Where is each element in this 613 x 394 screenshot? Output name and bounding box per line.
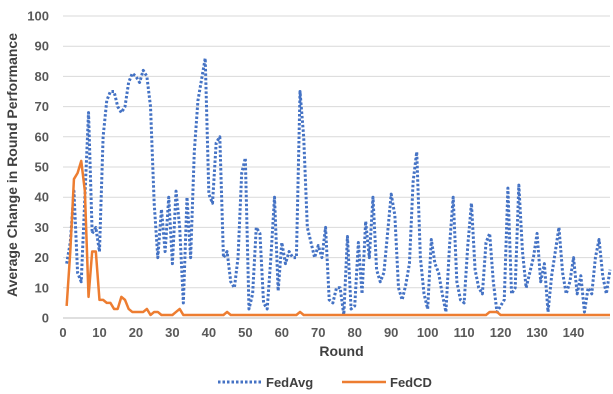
x-tick-label: 20: [129, 325, 143, 340]
y-tick-label: 70: [35, 99, 49, 114]
legend-label-fedcd: FedCD: [390, 375, 432, 390]
x-tick-label: 140: [563, 325, 585, 340]
x-tick-label: 50: [238, 325, 252, 340]
x-tick-label: 0: [59, 325, 66, 340]
x-tick-label: 130: [526, 325, 548, 340]
x-tick-label: 40: [202, 325, 216, 340]
x-axis-ticks: 0 10 20 30 40 50 60 70 80 90 100 110 120 130 140: [59, 325, 584, 340]
x-tick-label: 10: [92, 325, 106, 340]
x-axis-label: Round: [319, 343, 363, 359]
y-axis-ticks: 0 10 20 30 40 50 60 70 80 90 100: [27, 9, 49, 326]
x-tick-label: 90: [384, 325, 398, 340]
series-line-fedavg: [65, 56, 612, 317]
gridlines: [63, 15, 610, 289]
series-line-fedcd: [65, 159, 610, 317]
x-tick-label: 80: [347, 325, 361, 340]
x-tick-label: 60: [275, 325, 289, 340]
y-tick-label: 30: [35, 220, 49, 235]
y-tick-label: 40: [35, 190, 49, 205]
y-tick-label: 90: [35, 39, 49, 54]
x-tick-label: 30: [165, 325, 179, 340]
series-lines: [65, 56, 612, 317]
legend-label-fedavg: FedAvg: [266, 375, 313, 390]
x-tick-label: 70: [311, 325, 325, 340]
legend: FedAvg FedCD: [218, 375, 432, 390]
y-tick-label: 80: [35, 69, 49, 84]
y-tick-label: 10: [35, 280, 49, 295]
x-tick-label: 100: [417, 325, 439, 340]
x-tick-label: 120: [490, 325, 512, 340]
y-tick-label: 60: [35, 129, 49, 144]
y-axis-label: Average Change in Round Performance: [4, 33, 20, 297]
y-tick-label: 50: [35, 160, 49, 175]
x-tick-label: 110: [454, 325, 475, 340]
y-tick-label: 0: [42, 311, 49, 326]
y-tick-label: 100: [27, 9, 49, 24]
y-tick-label: 20: [35, 250, 49, 265]
